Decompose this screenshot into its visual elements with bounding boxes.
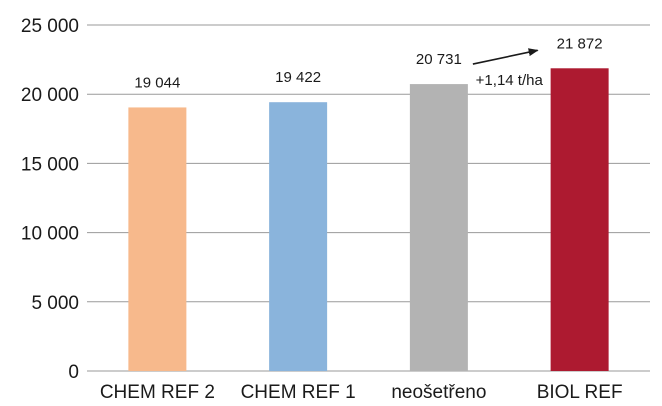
y-tick-label: 20 000 [21,85,79,106]
y-tick-label: 10 000 [21,224,79,245]
data-label: 19 044 [134,74,180,91]
y-axis: 0 5 000 10 000 15 000 20 000 25 000 [21,16,79,383]
y-tick-label: 15 000 [21,154,79,175]
annotation: +1,14 t/ha [472,48,544,89]
bar [409,84,468,372]
data-label: 21 872 [557,35,603,52]
bar [269,102,328,371]
x-tick-label: CHEM REF 2 [100,382,215,403]
data-label: 20 731 [416,51,462,68]
y-tick-label: 0 [68,362,79,383]
x-tick-label: BIOL REF [537,382,623,403]
x-axis: CHEM REF 2 CHEM REF 1 neošetřeno BIOL REF [100,382,623,403]
bar [550,68,609,372]
data-label: 19 422 [275,69,321,86]
x-tick-label: neošetřeno [391,382,486,403]
x-tick-label: CHEM REF 1 [241,382,356,403]
data-labels: 19 044 19 422 20 731 21 872 [134,35,602,91]
y-tick-label: 25 000 [21,16,79,37]
bars [128,68,609,372]
y-tick-label: 5 000 [31,293,79,314]
bar [128,107,187,372]
annotation-label: +1,14 t/ha [476,72,544,89]
annotation-arrow [472,48,539,65]
